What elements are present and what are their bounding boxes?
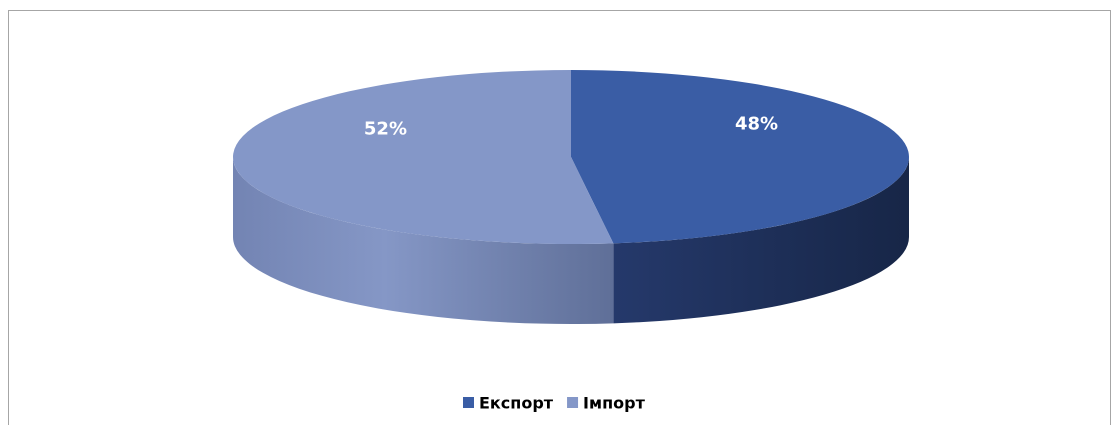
data-label: 52%: [364, 118, 407, 139]
legend-swatch: [567, 397, 579, 408]
pie-side: [233, 157, 614, 324]
legend-label: Імпорт: [583, 394, 646, 413]
pie-slice: [571, 70, 910, 244]
data-label: 48%: [735, 114, 778, 135]
pie-slice: [233, 70, 614, 244]
pie-side: [613, 157, 909, 324]
legend-label: Експорт: [479, 394, 554, 413]
legend-swatch: [463, 397, 474, 408]
